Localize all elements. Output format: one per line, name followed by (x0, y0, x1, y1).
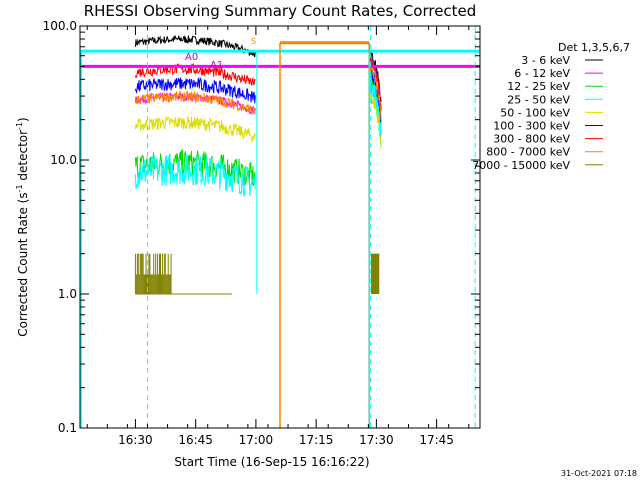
series-line-window1 (134, 89, 256, 115)
series-line-window1 (134, 62, 256, 86)
y-axis-label: Corrected Count Rate (s-1 detector-1) (15, 117, 30, 336)
y-tick-label: 1.0 (58, 287, 77, 301)
legend-entry-label: 300 - 800 keV (493, 133, 570, 146)
legend-entry-label: 6 - 12 keV (514, 67, 570, 80)
legend-entry-label: 50 - 100 keV (500, 106, 570, 119)
series-line-window2 (368, 72, 382, 145)
plot-area: S A0 A1 (80, 26, 480, 428)
chart-title: RHESSI Observing Summary Count Rates, Co… (84, 2, 477, 20)
x-tick-label: 17:00 (239, 433, 274, 447)
plot-frame (79, 25, 481, 429)
y-tick-label: 0.1 (58, 421, 77, 435)
x-tick-label: 17:30 (359, 433, 394, 447)
y-tick-label: 10.0 (50, 153, 77, 167)
y-axis: 100.0 10.0 1.0 0.1 (43, 19, 480, 435)
legend-title: Det 1,3,5,6,7 (558, 41, 630, 54)
saa-marker-label: S (251, 37, 256, 46)
y-tick-label: 100.0 (43, 19, 77, 33)
x-axis: 16:30 16:45 17:00 17:15 17:30 17:45 (86, 26, 470, 447)
x-tick-label: 16:45 (178, 433, 213, 447)
series-line-window1 (134, 77, 256, 104)
x-tick-label: 17:45 (419, 433, 454, 447)
series-line-window1 (134, 115, 256, 143)
legend-entry-label: 12 - 25 keV (507, 80, 570, 93)
x-tick-label: 17:15 (299, 433, 334, 447)
series-line-window2 (368, 90, 382, 149)
series-line-window1 (134, 34, 256, 58)
timestamp: 31-Oct-2021 07:18 (561, 469, 637, 478)
series-line-window1 (134, 154, 256, 198)
legend-entry-label: 3 - 6 keV (521, 54, 570, 67)
legend-entry-label: 7000 - 15000 keV (472, 159, 570, 172)
x-tick-label: 16:30 (118, 433, 153, 447)
legend-entry-label: 100 - 300 keV (493, 120, 570, 133)
legend-entry-label: 800 - 7000 keV (486, 146, 570, 159)
series-line-window2 (368, 49, 382, 102)
attenuator-label-a1: A1 (210, 60, 223, 71)
legend-entry-label: 25 - 50 keV (507, 93, 570, 106)
attenuator-label-a0: A0 (185, 52, 198, 63)
x-axis-label: Start Time (16-Sep-15 16:16:22) (174, 455, 369, 469)
